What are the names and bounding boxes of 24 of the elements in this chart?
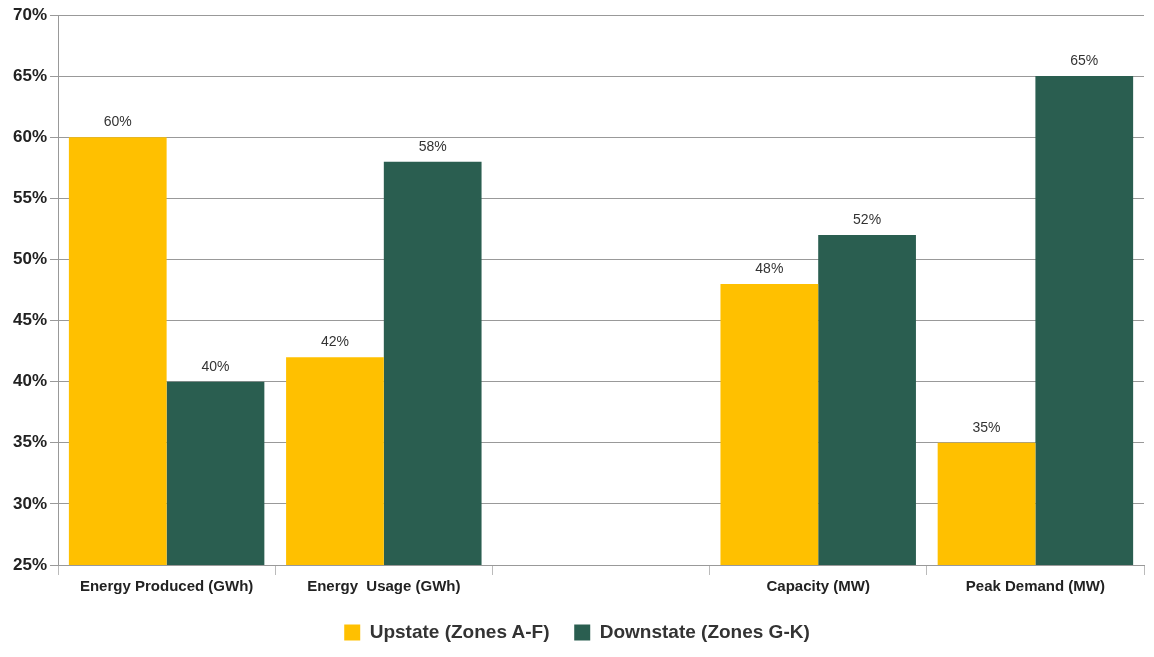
y-tick-label: 25% (12, 554, 48, 574)
data-label: 60% (103, 113, 132, 130)
legend-label: Upstate (Zones A-F) (369, 620, 550, 642)
y-tick-label: 45% (12, 310, 48, 330)
data-label: 35% (972, 418, 1001, 435)
y-tick-label: 50% (12, 249, 48, 269)
y-tick-label: 65% (12, 65, 48, 85)
data-label: 48% (755, 259, 784, 276)
data-label: 42% (320, 333, 349, 350)
data-label: 40% (201, 357, 230, 374)
data-label: 52% (853, 210, 882, 227)
y-tick-label: 70% (12, 4, 48, 24)
y-tick-label: 40% (12, 371, 48, 391)
legend-label: Downstate (Zones G-K) (599, 620, 810, 642)
y-tick-label: 60% (12, 126, 48, 146)
y-tick-label: 35% (12, 432, 48, 452)
x-tick-label: Energy Usage (GWh) (307, 577, 461, 595)
data-label: 58% (418, 137, 447, 154)
x-tick-label: Energy Produced (GWh) (79, 577, 254, 595)
data-label: 65% (1070, 51, 1099, 68)
x-tick-label: Peak Demand (MW) (965, 577, 1105, 595)
y-tick-label: 30% (12, 493, 48, 513)
x-tick-label: Capacity (MW) (766, 577, 870, 595)
y-tick-label: 55% (12, 188, 48, 208)
